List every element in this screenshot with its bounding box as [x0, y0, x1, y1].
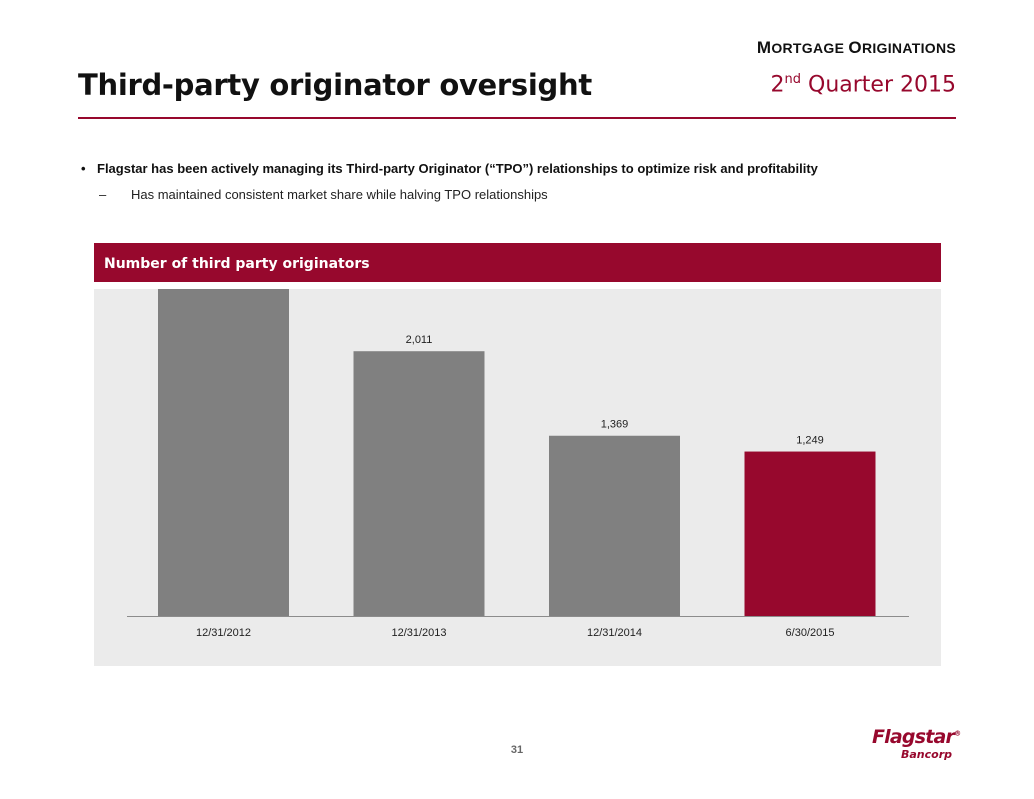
logo-name: Flagstar® [872, 726, 961, 748]
page-number: 31 [510, 744, 524, 756]
bullet-text: Flagstar has been actively managing its … [97, 161, 818, 176]
bar-12/31/2012 [158, 289, 289, 616]
section-label: Mortgage Originations [757, 38, 956, 58]
bar-6/30/2015 [744, 451, 876, 616]
chart-panel: 2,68112/31/20122,01112/31/20131,36912/31… [94, 289, 941, 666]
logo-sub: Bancorp [900, 748, 952, 761]
subbullet-item: – Has maintained consistent market share … [99, 187, 548, 202]
bullet-item: • Flagstar has been actively managing its… [81, 161, 818, 176]
data-label: 2,011 [406, 334, 433, 346]
x-tick-label: 12/31/2014 [587, 627, 642, 639]
x-tick-label: 12/31/2012 [196, 627, 251, 639]
subbullet-text: Has maintained consistent market share w… [131, 187, 548, 202]
logo-name-text: Flagstar [872, 726, 955, 748]
x-tick-label: 6/30/2015 [786, 627, 835, 639]
data-label: 1,369 [601, 419, 629, 431]
quarter-text: Quarter 2015 [801, 72, 956, 98]
flagstar-logo: Flagstar® Bancorp [872, 726, 964, 762]
bar-chart: 2,68112/31/20122,01112/31/20131,36912/31… [127, 289, 909, 639]
logo-mark: ® [954, 729, 961, 738]
chart-header: Number of third party originators [94, 243, 941, 282]
quarter-label: 2nd Quarter 2015 [771, 72, 956, 97]
bullet-dot: • [81, 161, 86, 176]
quarter-number: 2 [770, 72, 785, 98]
page-title: Third-party originator oversight [78, 68, 592, 102]
subbullet-dash: – [99, 187, 107, 202]
bar-12/31/2013 [353, 351, 485, 616]
section-label-text: Mortgage Originations [756, 38, 956, 57]
x-tick-label: 12/31/2013 [391, 627, 446, 639]
title-divider [78, 117, 956, 119]
bar-12/31/2014 [549, 435, 680, 616]
data-label: 1,249 [796, 435, 824, 447]
quarter-ordinal: nd [784, 72, 802, 87]
